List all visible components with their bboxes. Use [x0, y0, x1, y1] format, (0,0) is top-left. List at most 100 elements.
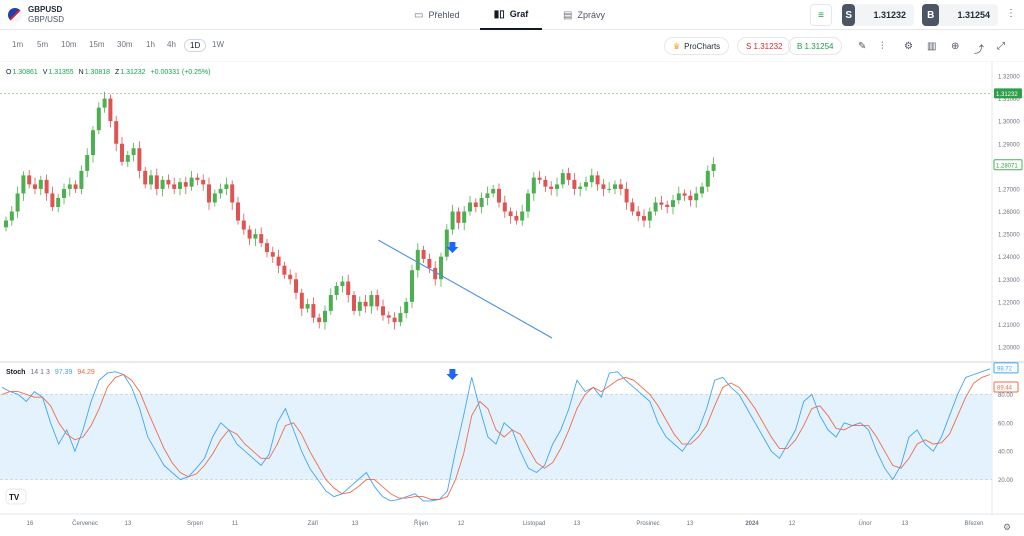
timeframe-30m[interactable]: 30m — [117, 40, 133, 49]
candle — [595, 171, 600, 191]
procharts-button[interactable]: ♛ ProCharts — [664, 37, 730, 55]
candle — [85, 148, 90, 178]
stoch-params: 14 1 3 — [30, 369, 50, 376]
candle — [305, 298, 310, 313]
candle — [497, 183, 501, 208]
candle-body — [241, 220, 246, 230]
candle-body — [653, 202, 658, 212]
order-list-icon[interactable]: ≡ — [810, 4, 832, 26]
candle-body — [195, 177, 200, 180]
timeframe-1d[interactable]: 1D — [184, 39, 207, 52]
candle-body — [398, 313, 403, 323]
timeframe-1w[interactable]: 1W — [212, 40, 224, 49]
time-tick-label: Březen — [964, 521, 983, 527]
candle-body — [50, 193, 55, 207]
time-tick-label: Listopad — [523, 521, 546, 527]
candle — [178, 178, 182, 196]
candle — [560, 169, 565, 189]
price-axis: 1.320001.310001.300001.290001.280001.270… — [998, 75, 1020, 352]
timeframe-1m[interactable]: 1m — [12, 40, 24, 49]
candle — [21, 171, 26, 201]
candle-body — [357, 301, 362, 311]
indicators-icon[interactable]: ⫶ — [881, 41, 884, 52]
stoch-d-tag-text: 89.44 — [997, 385, 1013, 391]
timeframe-4h[interactable]: 4h — [167, 40, 176, 49]
candle — [363, 295, 368, 313]
symbol-name: GBPUSD — [28, 5, 63, 14]
settings-icon[interactable]: ⚙ — [904, 41, 913, 52]
sell-pill[interactable]: S 1.31232 — [737, 37, 792, 55]
candle-body — [647, 211, 652, 221]
timeframe-15m[interactable]: 15m — [89, 40, 105, 49]
sell-letter: S — [842, 4, 856, 26]
candle-body — [665, 204, 670, 207]
candle-body — [4, 220, 8, 228]
ohlc-h-label: V — [43, 69, 48, 76]
last-price-tag-text: 1.31232 — [996, 92, 1018, 98]
stoch-band — [0, 394, 992, 480]
buy-button[interactable]: B 1.31254 — [922, 4, 998, 26]
candle-body — [497, 188, 501, 203]
down-arrow-icon — [446, 241, 459, 253]
ohlc-l-label: N — [79, 69, 84, 76]
candle-body — [305, 304, 310, 309]
tradingview-logo: TV — [5, 488, 27, 505]
more-vertical-icon[interactable]: ⋮ — [1006, 8, 1016, 19]
sell-button[interactable]: S 1.31232 — [842, 4, 914, 26]
candle — [584, 176, 588, 191]
candle — [201, 174, 206, 191]
candle — [212, 189, 217, 207]
axis-settings-icon[interactable]: ⚙ — [1003, 522, 1011, 532]
add-icon[interactable]: ⊕ — [951, 41, 960, 52]
candle — [642, 209, 646, 227]
candle — [601, 178, 606, 197]
candle-body — [671, 200, 675, 207]
tab-news[interactable]: ▤ Zprávy — [563, 0, 605, 30]
candle-body — [265, 243, 269, 253]
candle-body — [67, 184, 72, 189]
svg-text:TV: TV — [9, 493, 20, 502]
procharts-label: ProCharts — [684, 41, 721, 51]
candle-body — [392, 317, 397, 323]
ohlc-l: 1.30818 — [85, 69, 110, 76]
candle — [317, 313, 322, 329]
candle — [549, 181, 554, 196]
candle — [230, 180, 235, 210]
timeframe-1h[interactable]: 1h — [146, 40, 155, 49]
candle — [33, 177, 37, 195]
timeframe-10m[interactable]: 10m — [61, 40, 77, 49]
candle-body — [531, 177, 536, 194]
price-tick-label: 1.29000 — [998, 142, 1020, 148]
candle — [694, 186, 699, 208]
tab-overview[interactable]: ▭ Přehled — [414, 0, 459, 30]
candle-body — [334, 286, 339, 296]
share-icon[interactable]: ⤴ — [974, 45, 984, 56]
fullscreen-icon[interactable]: ⤢ — [997, 41, 1005, 52]
candle — [56, 193, 61, 213]
candle-body — [444, 229, 449, 257]
price-tick-label: 1.31000 — [998, 97, 1020, 103]
candle — [125, 150, 130, 168]
candle-body — [166, 179, 171, 185]
candle-body — [79, 170, 84, 189]
candle — [456, 207, 461, 230]
candle-body — [259, 234, 264, 244]
trend-line — [378, 239, 553, 339]
candle-body — [421, 249, 426, 259]
timeframe-5m[interactable]: 5m — [37, 40, 49, 49]
candles-icon: ▮▯ — [493, 8, 505, 20]
draw-pencil-icon[interactable]: ✎ — [858, 41, 867, 52]
candle — [531, 172, 536, 201]
time-axis: 16 Červenec 13 Srpen 11 Září 13 Říjen 12 Listopad… — [27, 519, 984, 527]
tab-chart[interactable]: ▮▯ Graf — [480, 0, 542, 30]
candle-body — [125, 155, 130, 162]
stoch-d-tag — [993, 381, 1019, 393]
candle — [131, 142, 136, 162]
chart-type-icon[interactable]: ▥ — [927, 41, 937, 52]
buy-pill[interactable]: B 1.31254 — [788, 37, 843, 55]
time-tick-label: 13 — [687, 521, 694, 527]
price-chart[interactable]: O1.30861 V1.31355 N1.30818 Z1.31232 +0.0… — [0, 61, 1024, 536]
symbol-subname: GBP/USD — [28, 15, 65, 24]
candle-body — [624, 188, 629, 203]
candle-body — [630, 202, 635, 212]
